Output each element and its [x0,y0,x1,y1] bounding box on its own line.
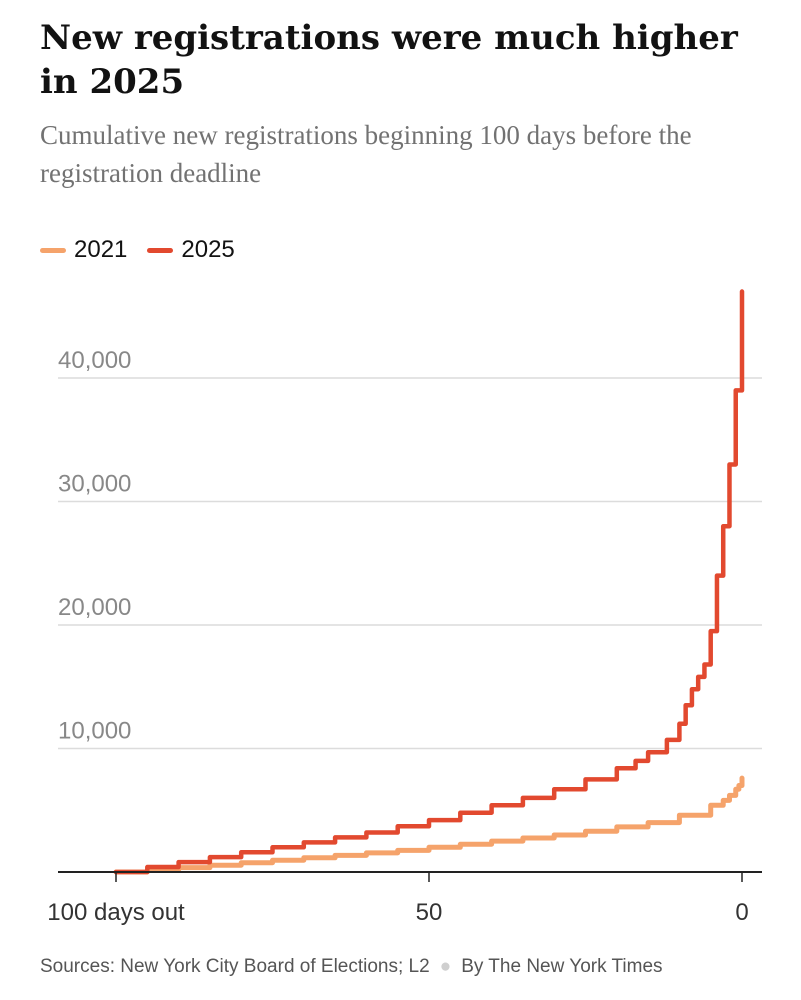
x-tick-label-0: 0 [735,899,748,926]
legend-swatch-2025 [147,247,174,253]
y-tick-label-10000: 10,000 [58,718,131,745]
y-tick-label-40000: 40,000 [58,347,131,374]
chart-title: New registrations were much higher in 20… [40,18,738,102]
legend-item-2025: 2025 [147,236,235,264]
legend-item-2021: 2021 [40,236,127,264]
legend-swatch-2021 [40,247,66,253]
byline-text: By The New York Times [461,956,663,977]
y-tick-label-20000: 20,000 [58,594,131,621]
legend-label-2021: 2021 [74,236,128,263]
separator-dot-icon: ● [439,956,452,977]
x-tick-label-50: 50 [416,899,443,926]
y-tick-label-30000: 30,000 [58,471,131,498]
series-line-2021 [113,775,745,875]
series-line-2025 [113,289,745,875]
chart-subtitle: Cumulative new registrations beginning 1… [40,120,692,188]
source-text: Sources: New York City Board of Election… [40,956,430,977]
legend-label-2025: 2025 [181,236,235,263]
source-line: Sources: New York City Board of Election… [40,956,780,978]
x-tick-label-100: 100 days out [47,899,185,926]
chart-legend: 2021 2025 [40,233,255,267]
